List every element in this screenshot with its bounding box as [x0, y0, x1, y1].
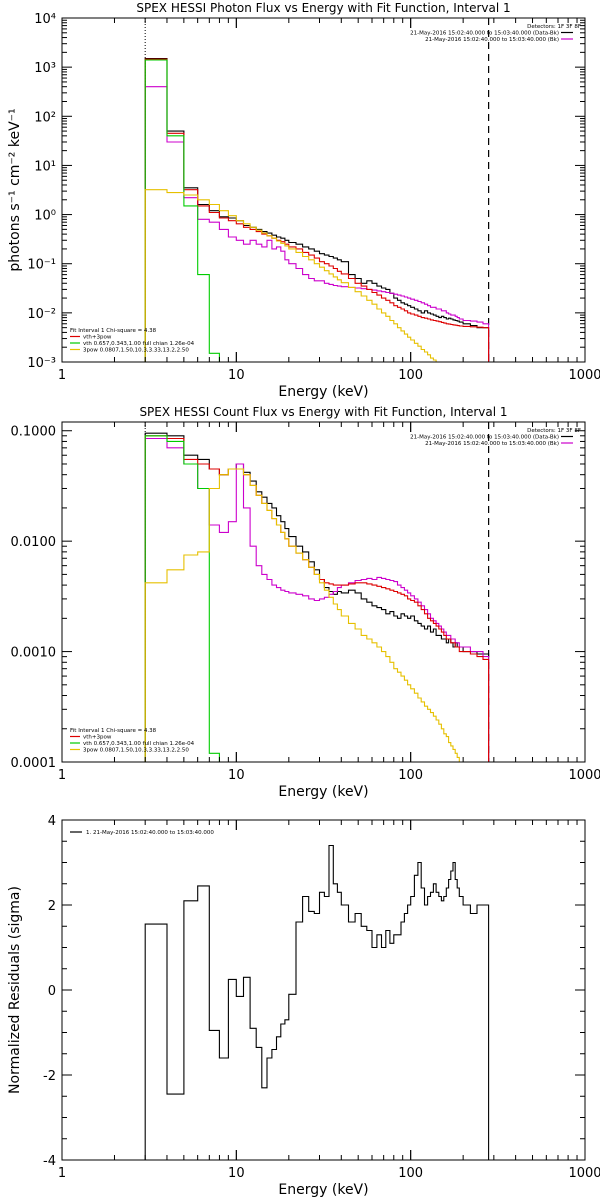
series-line-4 — [144, 468, 464, 762]
legend-entry: vth+3pow — [83, 735, 112, 741]
y-tick-label: 10⁻¹ — [27, 258, 56, 273]
y-tick-label: 10⁻³ — [27, 356, 56, 371]
x-tick-label: 10 — [228, 1166, 245, 1181]
y-tick-label: 4 — [48, 814, 56, 829]
y-tick-label: 10³ — [34, 61, 56, 76]
legend-entry: 21-May-2016 15:02:40.000 to 15:03:40.000… — [410, 31, 559, 37]
legend-entry: 21-May-2016 15:02:40.000 to 15:03:40.000… — [425, 37, 559, 43]
legend-entry: vth 0.657,0.343,1.00 full chian 1.26e-04 — [83, 741, 195, 747]
x-tick-label: 10 — [228, 368, 245, 383]
count-flux-panel: 1 10 100 1000 0.0001 0.0010 0.0100 0.1000 SPEX H… — [11, 405, 600, 800]
x-tick-label: 1000 — [568, 1166, 600, 1181]
legend-entry: 3pow 0.0807,1.50,10.3,3.33,13.2,2.50 — [83, 348, 189, 354]
y-tick-label: -4 — [43, 1154, 56, 1169]
plot-area — [144, 18, 490, 362]
plot-frame — [61, 421, 586, 763]
axis-ticks — [61, 422, 586, 763]
legend-entry: 3pow 0.0807,1.50,10.3,3.33,13.2,2.50 — [83, 748, 189, 754]
series-line-1 — [144, 86, 490, 362]
legend-fit-header: Fit Interval 1 Chi-square = 4.38 — [70, 728, 157, 734]
legend-entry: vth+3pow — [83, 335, 112, 341]
series-line-4 — [144, 189, 437, 362]
legend-entry: vth 0.657,0.343,1.00 full chian 1.26e-04 — [83, 341, 195, 347]
series-line-2 — [144, 435, 490, 762]
y-tick-label: 2 — [48, 899, 56, 914]
series-line-1 — [144, 437, 490, 762]
y-tick-label: 10² — [34, 110, 56, 125]
x-tick-label: 1 — [58, 368, 66, 383]
legend-entry: 1. 21-May-2016 15:02:40.000 to 15:03:40.… — [86, 830, 214, 836]
x-axis-label: Energy (keV) — [278, 784, 368, 800]
y-tick-label: 0.1000 — [11, 425, 57, 440]
x-tick-label: 1 — [58, 1166, 66, 1181]
y-tick-label: 0.0001 — [11, 756, 57, 771]
legend-fit-header: Fit Interval 1 Chi-square = 4.38 — [70, 328, 157, 334]
x-axis-label: Energy (keV) — [278, 384, 368, 400]
plot-frame — [61, 819, 586, 1161]
series-line-2 — [144, 58, 490, 362]
chart-title: SPEX HESSI Photon Flux vs Energy with Fi… — [136, 1, 510, 15]
x-tick-label: 1 — [58, 768, 66, 783]
x-tick-label: 1000 — [568, 368, 600, 383]
residuals-panel: 1 10 100 1000 -4 -2 0 2 4 Energy (keV) Normalized … — [7, 814, 600, 1198]
y-tick-label: 10⁴ — [34, 12, 56, 27]
series-line-0 — [144, 57, 490, 362]
y-axis-label: Normalized Residuals (sigma) — [7, 886, 23, 1094]
legend-entry: 21-May-2016 15:02:40.000 to 15:03:40.000… — [425, 441, 559, 447]
y-axis-label: photons s⁻¹ cm⁻² keV⁻¹ — [7, 108, 23, 271]
legend-header: Detectors: 1F 3F 8F — [527, 24, 581, 30]
plot-area — [144, 844, 490, 1160]
photon-flux-panel: 1 10 100 1000 10⁻³ 10⁻² 10⁻¹ 10⁰ 10¹ 10² 10³ 10⁴ SPE… — [7, 1, 600, 400]
y-tick-label: 10⁻² — [27, 307, 56, 322]
y-tick-label: 0.0010 — [11, 646, 57, 661]
x-axis-label: Energy (keV) — [278, 1182, 368, 1198]
x-tick-label: 100 — [398, 368, 423, 383]
axis-ticks — [61, 17, 586, 363]
y-tick-label: -2 — [43, 1069, 56, 1084]
y-tick-label: 0 — [48, 984, 56, 999]
axis-ticks — [61, 819, 586, 1161]
plot-area — [144, 422, 490, 762]
y-tick-label: 10¹ — [34, 159, 56, 174]
x-tick-label: 100 — [398, 1166, 423, 1181]
series-line-3 — [144, 59, 220, 362]
legend: 1. 21-May-2016 15:02:40.000 to 15:03:40.… — [70, 830, 214, 836]
legend-entry: 21-May-2016 15:02:40.000 to 15:03:40.000… — [410, 435, 559, 441]
x-tick-label: 100 — [398, 768, 423, 783]
chart-title: SPEX HESSI Count Flux vs Energy with Fit… — [139, 405, 507, 419]
x-tick-label: 10 — [228, 768, 245, 783]
y-tick-label: 0.0100 — [11, 535, 57, 550]
plot-frame — [61, 17, 586, 363]
y-tick-label: 10⁰ — [34, 209, 56, 224]
legend-header: Detectors: 1F 3F 8F — [527, 428, 581, 434]
series-line-3 — [144, 435, 220, 762]
series-line-0 — [144, 844, 490, 1160]
x-tick-label: 1000 — [568, 768, 600, 783]
